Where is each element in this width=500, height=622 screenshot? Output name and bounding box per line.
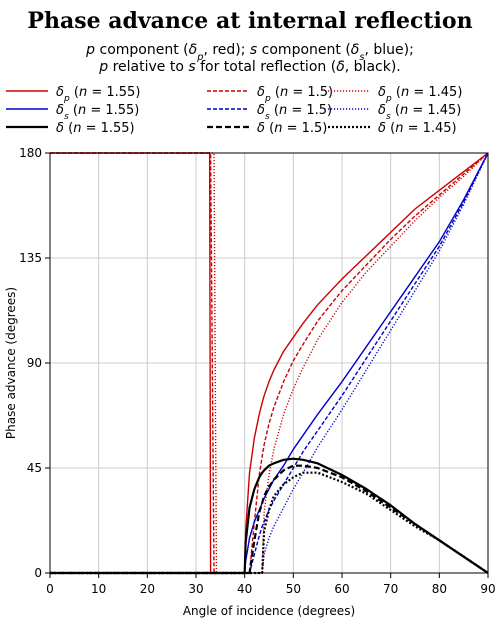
x-tick-label: 90	[480, 582, 495, 596]
y-tick-label: 45	[27, 461, 42, 475]
y-tick-label: 135	[19, 251, 42, 265]
x-axis-label: Angle of incidence (degrees)	[183, 604, 355, 618]
y-axis-label: Phase advance (degrees)	[4, 287, 18, 439]
x-tick-label: 50	[286, 582, 301, 596]
legend-label-0: δp (n = 1.55)	[56, 85, 140, 104]
y-axis-ticks: 0 45 90 135 180	[19, 146, 50, 580]
y-tick-label: 0	[34, 566, 42, 580]
x-tick-label: 60	[334, 582, 349, 596]
legend-label-4: δs (n = 1.5)	[257, 103, 332, 122]
legend-label-3: δs (n = 1.55)	[56, 103, 139, 122]
series-line-7	[50, 464, 489, 575]
x-tick-label: 0	[46, 582, 54, 596]
legend: δp (n = 1.55) δp (n = 1.5) δp (n = 1.45)δs…	[6, 85, 462, 136]
series-line-2	[50, 152, 489, 574]
legend-label-8: δ (n = 1.45)	[378, 121, 457, 136]
x-tick-label: 10	[91, 582, 106, 596]
x-tick-label: 80	[432, 582, 447, 596]
x-tick-label: 30	[188, 582, 203, 596]
legend-label-5: δs (n = 1.45)	[378, 103, 461, 122]
y-tick-label: 180	[19, 146, 42, 160]
series-line-6	[50, 457, 489, 575]
x-tick-label: 20	[140, 582, 155, 596]
chart-subtitle-line-2: p relative to s for total reflection (δ,…	[98, 59, 401, 75]
y-tick-label: 90	[27, 356, 42, 370]
x-axis-ticks: 0 10 20 30 40 50 60 70 80 90	[46, 573, 496, 596]
x-tick-label: 40	[237, 582, 252, 596]
chart-title: Phase advance at internal reflection	[27, 8, 472, 34]
legend-label-7: δ (n = 1.5)	[257, 121, 327, 136]
legend-label-1: δp (n = 1.5)	[257, 85, 333, 104]
chart-subtitle-line-1: p component (δp, red); s component (δs, …	[85, 42, 414, 63]
legend-label-2: δp (n = 1.45)	[378, 85, 462, 104]
x-tick-label: 70	[383, 582, 398, 596]
legend-label-6: δ (n = 1.55)	[56, 121, 135, 136]
grid-lines	[50, 153, 488, 573]
